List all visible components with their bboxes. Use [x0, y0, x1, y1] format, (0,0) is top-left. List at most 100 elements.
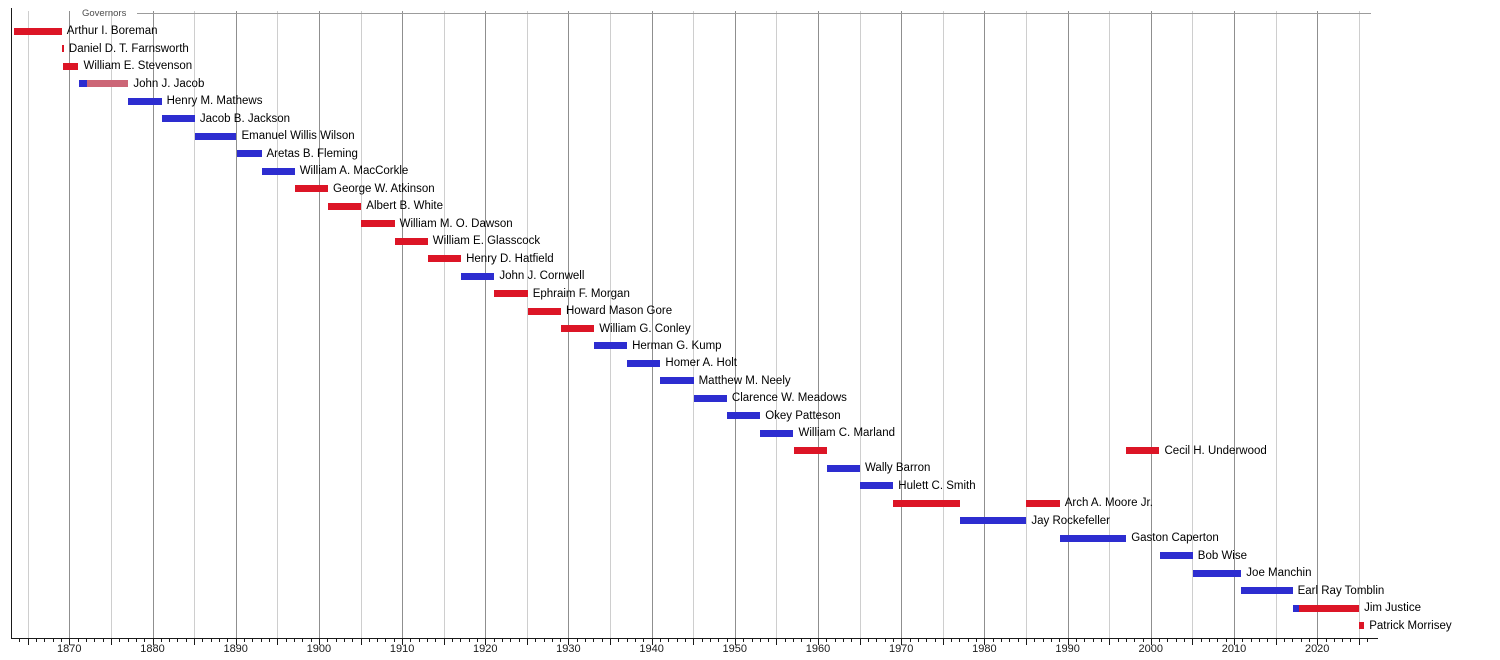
axis-tick-1890	[235, 639, 237, 645]
gridline-2000	[1150, 11, 1152, 638]
axis-tick-2014	[1267, 639, 1269, 642]
axis-tick-1933	[593, 639, 595, 642]
axis-tick-2010	[1234, 639, 1235, 645]
axis-tick-1899	[310, 639, 312, 642]
axis-tick-1866	[36, 639, 37, 642]
axis-tick-1992	[1084, 639, 1086, 642]
axis-tick-2004	[1184, 639, 1185, 642]
axis-tick-1930	[568, 639, 570, 645]
axis-tick-1889	[227, 639, 229, 642]
axis-tick-2022	[1333, 639, 1335, 642]
axis-tick-1968	[884, 639, 886, 642]
axis-tick-1940	[651, 639, 653, 645]
axis-tick-2013	[1258, 639, 1260, 642]
governor-label: William M. O. Dawson	[399, 217, 513, 230]
axis-tick-1995	[1109, 639, 1111, 645]
axis-tick-1955	[776, 639, 778, 645]
axis-tick-1987	[1042, 639, 1044, 642]
governor-label: George W. Atkinson	[333, 182, 435, 195]
axis-tick-2003	[1175, 639, 1177, 642]
term-bar	[1299, 604, 1360, 612]
axis-tick-1985	[1026, 639, 1027, 645]
term-bar	[128, 97, 162, 105]
gridline-1985	[1026, 11, 1027, 638]
axis-tick-1871	[77, 639, 79, 642]
governor-label: Okey Patteson	[765, 409, 841, 422]
axis-tick-1973	[926, 639, 928, 642]
axis-tick-1960	[818, 639, 819, 645]
gridline-1910	[402, 11, 404, 638]
y-axis-spine	[11, 8, 12, 639]
axis-tick-2000	[1150, 639, 1152, 645]
gridline-1900	[318, 11, 320, 638]
governor-label: Gaston Caperton	[1131, 532, 1219, 545]
axis-tick-1953	[759, 639, 761, 642]
axis-tick-1877	[127, 639, 129, 642]
axis-tick-1956	[784, 639, 786, 642]
axis-tick-1896	[285, 639, 287, 642]
axis-tick-1962	[834, 639, 836, 642]
governor-label: Herman G. Kump	[632, 339, 722, 352]
axis-tick-2006	[1200, 639, 1202, 642]
term-bar	[161, 115, 195, 123]
axis-tick-2024	[1350, 639, 1352, 642]
gridline-1885	[194, 11, 196, 638]
tick-label-1900: 1900	[306, 643, 332, 655]
term-bar	[61, 45, 64, 53]
axis-tick-1935	[610, 639, 611, 645]
term-bar	[461, 272, 495, 280]
axis-tick-1873	[94, 639, 96, 642]
tick-label-1960: 1960	[805, 643, 831, 655]
chart-title: Governors	[82, 8, 127, 19]
axis-tick-1920	[485, 639, 487, 645]
term-bar	[1292, 604, 1300, 612]
axis-tick-1915	[443, 639, 445, 645]
axis-tick-1927	[543, 639, 545, 642]
governor-label: Henry M. Mathews	[166, 95, 263, 108]
axis-tick-1974	[934, 639, 936, 642]
axis-tick-1875	[110, 639, 112, 645]
axis-tick-1867	[44, 639, 46, 642]
gridline-1870	[69, 11, 71, 638]
term-bar	[361, 220, 395, 228]
term-bar	[1126, 447, 1160, 455]
axis-tick-1989	[1059, 639, 1061, 642]
tick-label-1870: 1870	[57, 643, 82, 655]
axis-tick-1983	[1009, 639, 1011, 642]
axis-tick-1980	[984, 639, 986, 645]
axis-tick-1910	[402, 639, 404, 645]
axis-tick-1950	[734, 639, 736, 645]
axis-tick-1923	[510, 639, 512, 642]
gridline-1945	[693, 11, 695, 638]
governor-label: Joe Manchin	[1246, 567, 1312, 580]
axis-tick-1961	[826, 639, 828, 642]
axis-tick-1952	[751, 639, 753, 642]
axis-tick-1879	[144, 639, 146, 642]
axis-tick-2012	[1250, 639, 1252, 642]
gridline-1935	[610, 11, 611, 638]
axis-tick-1936	[618, 639, 620, 642]
term-bar	[561, 325, 595, 332]
axis-tick-1869	[61, 639, 62, 642]
axis-tick-1865	[27, 639, 29, 645]
axis-tick-1963	[843, 639, 844, 642]
axis-tick-1949	[726, 639, 728, 642]
axis-tick-2026	[1367, 639, 1369, 642]
term-bar	[1026, 499, 1060, 507]
axis-tick-1971	[909, 639, 911, 642]
axis-tick-1998	[1134, 639, 1136, 642]
axis-tick-2017	[1292, 639, 1294, 642]
gridline-2005	[1192, 11, 1194, 638]
governor-label: Albert B. White	[366, 200, 443, 213]
governor-label: William C. Marland	[798, 427, 896, 440]
governor-label: John J. Jacob	[133, 77, 205, 90]
gridline-1955	[776, 11, 778, 638]
governor-label: Bob Wise	[1197, 549, 1248, 562]
term-bar	[494, 290, 528, 297]
axis-tick-1898	[302, 639, 304, 642]
axis-tick-1880	[152, 639, 154, 645]
term-bar	[13, 27, 62, 35]
axis-tick-1901	[327, 639, 329, 642]
tick-label-1950: 1950	[722, 643, 748, 655]
axis-tick-1876	[119, 639, 121, 642]
